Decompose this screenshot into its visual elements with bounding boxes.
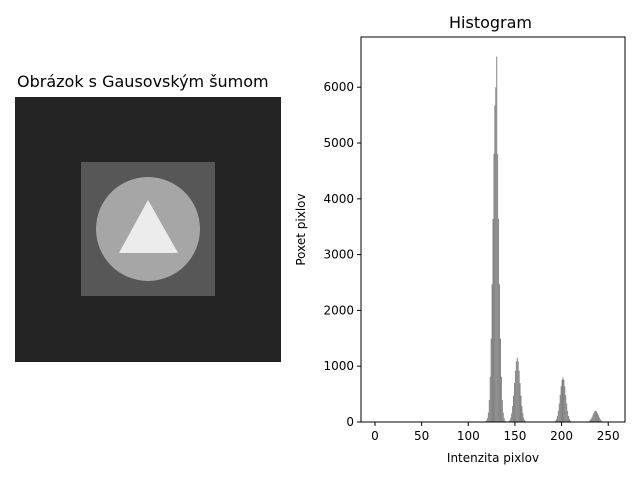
histogram-bar (486, 420, 487, 422)
histogram-bar (515, 361, 517, 422)
histogram-bar (494, 105, 496, 423)
histogram-bar (501, 399, 503, 422)
histogram-bar (521, 405, 523, 422)
histogram-bar (493, 153, 495, 422)
histogram-bar (599, 419, 601, 422)
image-title: Obrázok s Gausovským šumom (17, 72, 269, 91)
histogram-bar (522, 413, 524, 422)
histogram-bar (589, 420, 591, 422)
histogram-bar (498, 218, 500, 422)
histogram-bar (490, 338, 492, 422)
x-tick-label: 50 (414, 429, 429, 443)
x-tick-label: 250 (597, 429, 620, 443)
histogram-bar (513, 395, 514, 422)
histogram-bar (594, 411, 596, 422)
histogram-bar (503, 418, 505, 422)
histogram-bar (565, 394, 567, 422)
histogram-bar (566, 403, 568, 422)
histogram-bar (596, 411, 598, 422)
histogram-bar (487, 412, 489, 422)
histogram-bar (555, 420, 556, 422)
histogram-bar (597, 415, 599, 422)
histogram-bar (591, 417, 593, 422)
histogram-bar (497, 153, 499, 422)
histogram-bar (524, 420, 526, 422)
white-triangle (119, 200, 178, 253)
y-tick-label: 2000 (323, 303, 354, 317)
x-axis-label: Intenzita pixlov (447, 451, 539, 465)
histogram-bar (489, 376, 491, 422)
x-tick-label: 100 (457, 429, 480, 443)
y-tick-label: 4000 (323, 192, 354, 206)
histogram-bar (516, 357, 518, 422)
histogram-bar (555, 419, 557, 422)
y-tick-label: 3000 (323, 248, 354, 262)
histogram-bar (590, 419, 592, 422)
histogram-bar (514, 370, 516, 422)
histogram-bar (569, 419, 570, 422)
histogram-bar (523, 417, 525, 422)
histogram-bar (593, 413, 595, 422)
histogram-bar (488, 399, 490, 422)
histogram-bar (562, 377, 564, 422)
histogram-bar (561, 379, 563, 422)
histogram-bar (564, 386, 566, 422)
y-tick-label: 6000 (323, 80, 354, 94)
histogram-bar (499, 338, 501, 422)
histogram-bar (556, 415, 558, 422)
histogram-bar (567, 410, 569, 422)
histogram-bar (495, 87, 497, 422)
histogram-bar (496, 56, 498, 422)
histogram-bar (513, 383, 515, 422)
chart-title: Histogram (449, 13, 532, 32)
histogram-bar (568, 415, 570, 422)
x-tick-label: 150 (503, 429, 526, 443)
histogram-bar (512, 405, 514, 422)
histogram-bar (492, 218, 494, 422)
plot-frame (360, 36, 626, 423)
x-tick-label: 200 (550, 429, 573, 443)
histogram-bar (486, 418, 488, 422)
y-tick-label: 1000 (323, 359, 354, 373)
histogram-bar (491, 284, 493, 422)
histogram-bar (510, 417, 512, 422)
histogram-bar (600, 420, 602, 422)
histogram-bar (500, 376, 502, 422)
histogram-bar (517, 361, 519, 422)
histogram-bar (518, 370, 520, 422)
histogram-bar (598, 417, 600, 422)
histogram-bar (499, 284, 500, 422)
histogram-bar (569, 420, 571, 422)
histogram-bar (595, 410, 597, 422)
histogram-bar (557, 410, 559, 422)
histogram-bar (519, 383, 521, 422)
noisy-image (15, 97, 281, 362)
histogram-bar (592, 415, 594, 422)
histogram-bar (502, 412, 504, 422)
histogram-bar (520, 395, 522, 422)
y-axis-label: Poxet pixlov (294, 193, 308, 265)
histogram-bar (504, 420, 506, 422)
y-tick-label: 0 (346, 415, 354, 429)
histogram-bar (597, 413, 598, 422)
histogram-bar (560, 386, 562, 422)
histogram-bar (558, 403, 560, 422)
histogram-bar (563, 379, 565, 422)
y-tick-label: 5000 (323, 136, 354, 150)
histogram-bar (511, 413, 513, 422)
histogram-bar (509, 420, 511, 422)
x-tick-label: 0 (371, 429, 379, 443)
histogram-bar (559, 394, 561, 422)
